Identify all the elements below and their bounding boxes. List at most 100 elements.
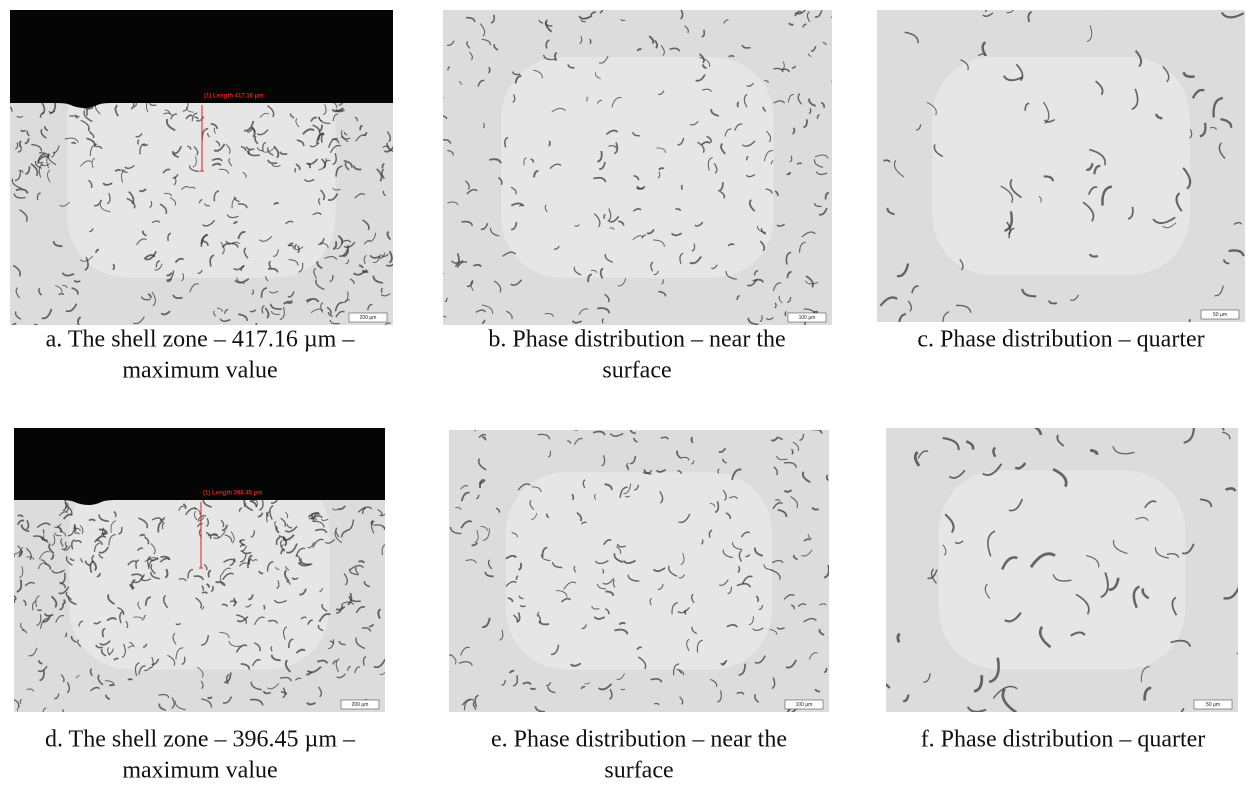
phase (722, 458, 727, 464)
phase (69, 557, 75, 562)
phase (248, 148, 251, 155)
phase (982, 463, 1003, 477)
phase (447, 66, 451, 71)
phase (479, 23, 486, 37)
phase (349, 564, 364, 571)
phase (243, 247, 249, 259)
phase (772, 282, 782, 292)
phase (794, 10, 807, 15)
phase (267, 619, 279, 624)
phase (26, 520, 30, 530)
phase (264, 307, 270, 319)
phase (748, 199, 756, 212)
phase (690, 436, 694, 444)
phase (65, 591, 72, 601)
phase (602, 568, 605, 574)
phase (926, 102, 937, 116)
phase (246, 150, 260, 157)
phase (10, 266, 11, 268)
phase (741, 44, 751, 49)
phase (266, 561, 274, 572)
phase (142, 643, 148, 648)
phase (253, 616, 265, 626)
phase (774, 190, 779, 197)
phase (613, 552, 624, 563)
phase (118, 526, 123, 535)
phase (752, 278, 765, 283)
phase (329, 144, 342, 154)
phase (78, 620, 84, 627)
phase (658, 167, 665, 171)
phase (786, 296, 792, 303)
phase (797, 93, 802, 105)
phase (132, 574, 145, 584)
phase (105, 694, 111, 701)
phase (288, 638, 294, 649)
phase (349, 278, 355, 285)
phase (107, 647, 111, 656)
phase (79, 525, 84, 535)
phase (594, 559, 609, 565)
phase (612, 579, 616, 588)
phase (195, 116, 205, 122)
phase (262, 690, 272, 695)
phase (604, 483, 613, 491)
phase (783, 461, 798, 468)
phase (814, 688, 821, 693)
phase (650, 678, 663, 683)
phase (43, 534, 49, 544)
phase (205, 531, 212, 540)
phase (159, 557, 170, 563)
phase (193, 506, 201, 516)
phase (174, 257, 185, 264)
phase (1183, 428, 1195, 444)
phase (335, 527, 340, 538)
phase (481, 319, 486, 324)
phase (191, 112, 198, 122)
phase (327, 311, 333, 318)
phase (904, 31, 919, 44)
phase (563, 581, 577, 590)
phase (74, 539, 83, 544)
phase (312, 520, 325, 528)
phase (77, 316, 82, 325)
phase (254, 642, 261, 652)
phase (326, 306, 332, 315)
phase (596, 583, 607, 590)
phase (523, 157, 527, 166)
phase (61, 272, 75, 277)
phase (675, 208, 682, 212)
phase (601, 318, 604, 324)
phase (1086, 25, 1093, 43)
phase (36, 608, 42, 612)
phase (804, 280, 819, 285)
phase (18, 169, 24, 173)
phase (734, 123, 743, 131)
phase (689, 120, 699, 126)
phase (736, 582, 752, 588)
phase (329, 640, 335, 644)
phase (15, 287, 21, 299)
phase (728, 55, 735, 58)
phase (166, 270, 175, 281)
phase (91, 554, 95, 562)
phase (903, 694, 910, 703)
phase (1100, 572, 1109, 599)
phase (783, 489, 793, 493)
phase (98, 553, 104, 559)
phase (147, 555, 151, 568)
phase (753, 270, 759, 276)
phase (513, 675, 519, 687)
phase (19, 698, 22, 704)
phase (608, 215, 620, 223)
phase (200, 680, 204, 690)
phase (219, 318, 231, 323)
phase (137, 139, 140, 145)
phase (763, 564, 773, 571)
phase (718, 579, 729, 586)
phase (791, 65, 797, 69)
phase (164, 568, 169, 579)
phase (713, 163, 718, 174)
phase (192, 156, 197, 168)
phase (163, 112, 173, 116)
